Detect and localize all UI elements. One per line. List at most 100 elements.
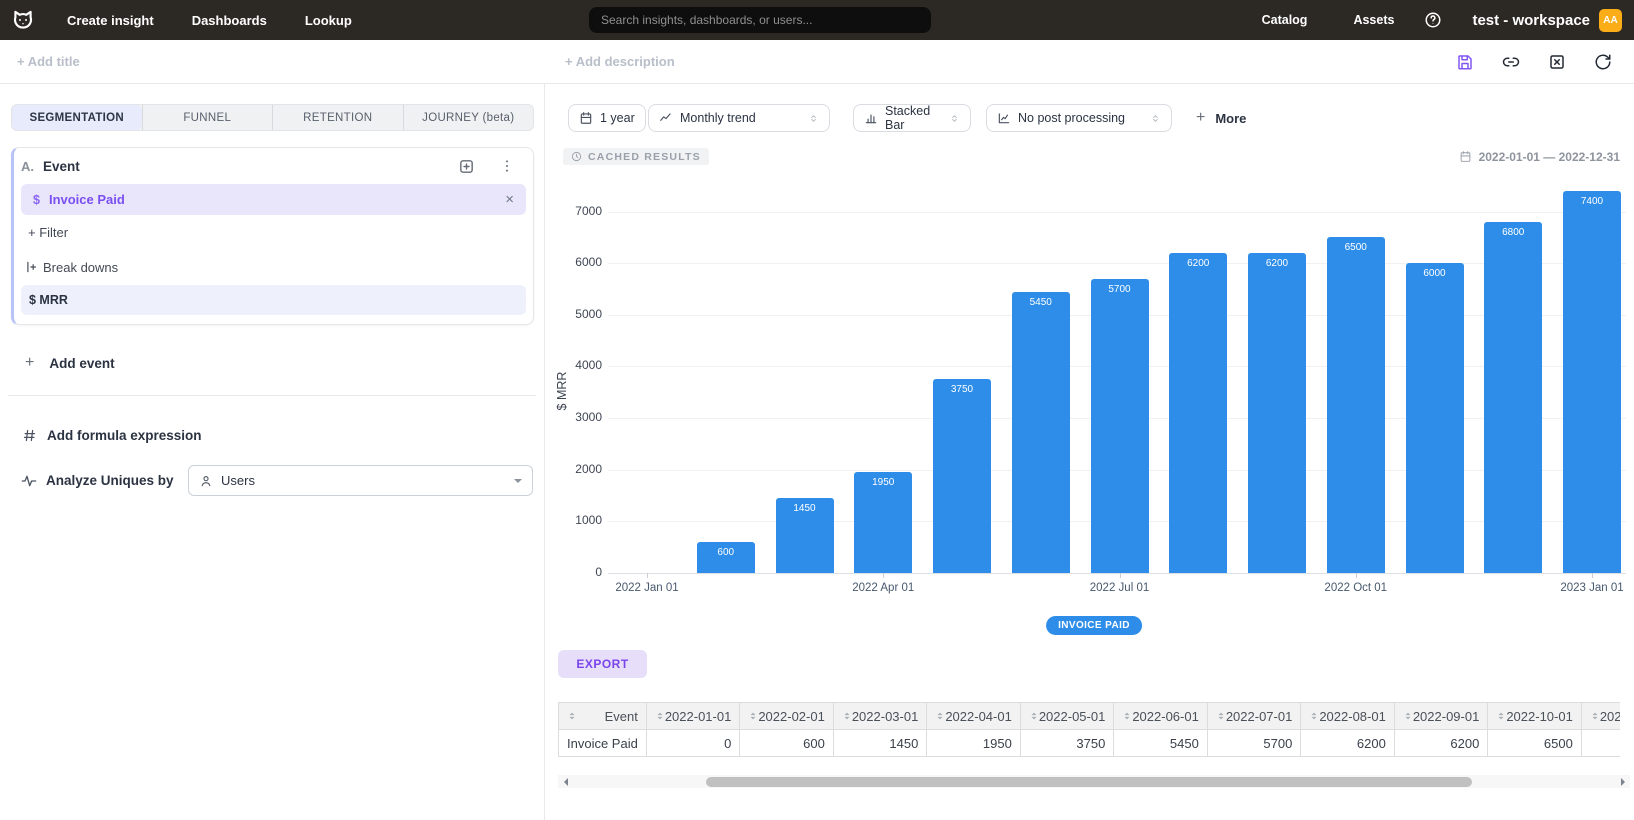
scrollbar-thumb[interactable] bbox=[706, 776, 1472, 787]
hash-icon bbox=[22, 428, 37, 443]
column-header-2022-09-01[interactable]: 2022-09-01 bbox=[1393, 702, 1489, 730]
column-header-2022-02-01[interactable]: 2022-02-01 bbox=[739, 702, 834, 730]
bar-value-label: 6000 bbox=[1423, 268, 1446, 280]
date-range-display[interactable]: 2022-01-01 — 2022-12-31 bbox=[1459, 148, 1620, 165]
tab-segmentation[interactable]: SEGMENTATION bbox=[12, 105, 142, 130]
nav-item-dashboards[interactable]: Dashboards bbox=[191, 12, 267, 28]
bar-2022-11-01[interactable] bbox=[1405, 263, 1464, 573]
bar-2022-12-01[interactable] bbox=[1484, 221, 1543, 573]
bar-2022-03-01[interactable] bbox=[775, 498, 834, 573]
sort-icon[interactable] bbox=[1122, 710, 1132, 722]
cached-results-label: CACHED RESULTS bbox=[588, 150, 701, 163]
cat-logo-icon[interactable] bbox=[10, 7, 36, 33]
search-input[interactable] bbox=[589, 7, 931, 33]
column-header-2022-06-01[interactable]: 2022-06-01 bbox=[1113, 702, 1208, 730]
sort-icon[interactable] bbox=[567, 710, 577, 722]
analyze-entity-select[interactable]: Users bbox=[188, 465, 533, 496]
nav-right: Catalog Assets test - workspace AA bbox=[1262, 0, 1622, 40]
x-tick-mark bbox=[883, 573, 885, 578]
post-processing-select[interactable]: No post processing bbox=[986, 104, 1172, 132]
sort-icon[interactable] bbox=[1590, 710, 1600, 722]
bar-2022-07-01[interactable] bbox=[1090, 278, 1149, 573]
scroll-left-arrow-icon[interactable] bbox=[558, 775, 572, 788]
sort-icon[interactable] bbox=[1496, 710, 1506, 722]
analyze-uniques-row: Analyze Uniques by bbox=[21, 465, 174, 496]
remove-event-icon[interactable]: × bbox=[505, 191, 514, 208]
tab-retention[interactable]: RETENTION bbox=[272, 105, 403, 130]
top-navigation: Create insight Dashboards Lookup Catalog A… bbox=[0, 0, 1634, 40]
y-tick-label: 1000 bbox=[575, 513, 602, 528]
cell-2022-05-01: 3750 bbox=[1019, 729, 1115, 757]
event-menu-icon[interactable] bbox=[499, 158, 515, 174]
sort-icon[interactable] bbox=[935, 710, 945, 722]
column-header-2022-10-01[interactable]: 2022-10-01 bbox=[1487, 702, 1582, 730]
sort-icon[interactable] bbox=[1216, 710, 1226, 722]
bar-2022-09-01[interactable] bbox=[1248, 252, 1306, 573]
bar-value-label: 1950 bbox=[872, 477, 895, 489]
save-icon[interactable] bbox=[1456, 53, 1474, 71]
duplicate-event-icon[interactable] bbox=[458, 158, 475, 175]
sort-icon[interactable] bbox=[655, 710, 665, 722]
horizontal-scrollbar[interactable] bbox=[558, 775, 1630, 788]
tab-journey-beta[interactable]: JOURNEY (beta) bbox=[402, 105, 534, 130]
analyze-entity-value: Users bbox=[221, 473, 255, 488]
column-label: Event bbox=[604, 708, 638, 724]
help-icon[interactable] bbox=[1424, 11, 1442, 29]
x-tick-label: 2022 Jul 01 bbox=[1089, 582, 1150, 594]
tab-funnel[interactable]: FUNNEL bbox=[141, 105, 273, 130]
bar-value-label: 5700 bbox=[1108, 283, 1131, 295]
add-title-button[interactable]: + Add title bbox=[17, 54, 80, 69]
chart-type-select[interactable]: Stacked Bar bbox=[853, 104, 971, 132]
column-label: 2022-03-01 bbox=[851, 708, 919, 724]
column-header-2022-04-01[interactable]: 2022-04-01 bbox=[926, 702, 1021, 730]
bar-value-label: 1450 bbox=[793, 503, 816, 515]
add-formula-button[interactable]: Add formula expression bbox=[22, 420, 202, 450]
y-tick-label: 3000 bbox=[575, 410, 602, 425]
sort-icon[interactable] bbox=[1403, 710, 1413, 722]
column-header-inner: 2022-05-01 bbox=[1029, 709, 1105, 724]
time-range-button[interactable]: 1 year bbox=[568, 104, 646, 132]
add-description-button[interactable]: + Add description bbox=[565, 54, 675, 69]
copy-link-icon[interactable] bbox=[1502, 53, 1520, 71]
bar-2022-06-01[interactable] bbox=[1011, 291, 1070, 573]
breakdowns-button[interactable]: Break downs bbox=[14, 249, 533, 285]
bar-2022-04-01[interactable] bbox=[854, 472, 913, 573]
sort-icon[interactable] bbox=[748, 710, 758, 722]
more-options-button[interactable]: + More bbox=[1196, 104, 1246, 132]
column-label: 2022-10-01 bbox=[1506, 708, 1573, 724]
bar-2022-08-01[interactable] bbox=[1169, 252, 1228, 573]
column-header-2022-05-01[interactable]: 2022-05-01 bbox=[1019, 702, 1115, 730]
sort-icon[interactable] bbox=[842, 710, 852, 722]
column-header-event[interactable]: Event bbox=[558, 702, 647, 730]
column-header-2022-03-01[interactable]: 2022-03-01 bbox=[832, 702, 928, 730]
nav-item-assets[interactable]: Assets bbox=[1353, 13, 1395, 27]
add-filter-button[interactable]: + Filter bbox=[28, 224, 69, 240]
nav-item-lookup[interactable]: Lookup bbox=[304, 12, 352, 28]
bar-2022-10-01[interactable] bbox=[1326, 237, 1385, 573]
bar-value-label: 5450 bbox=[1029, 296, 1052, 308]
close-square-icon[interactable] bbox=[1548, 53, 1566, 71]
column-header-2022-01-01[interactable]: 2022-01-01 bbox=[645, 702, 741, 730]
column-header-inner: 2022-11-01 bbox=[1590, 709, 1620, 724]
column-header-2022-08-01[interactable]: 2022-08-01 bbox=[1300, 702, 1395, 730]
nav-item-create-insight[interactable]: Create insight bbox=[67, 12, 154, 28]
breakdown-value-row[interactable]: $ MRR bbox=[21, 285, 526, 315]
add-event-button[interactable]: + Add event bbox=[25, 348, 115, 378]
scroll-right-arrow-icon[interactable] bbox=[1616, 775, 1630, 788]
column-header-2022-11-01[interactable]: 2022-11-01 bbox=[1580, 702, 1620, 730]
sort-icon[interactable] bbox=[1029, 710, 1039, 722]
export-button[interactable]: EXPORT bbox=[558, 650, 647, 678]
selected-event-row[interactable]: $ Invoice Paid × bbox=[21, 184, 526, 215]
avatar[interactable]: AA bbox=[1599, 8, 1622, 32]
column-header-2022-07-01[interactable]: 2022-07-01 bbox=[1206, 702, 1302, 730]
legend-item-invoice-paid[interactable]: INVOICE PAID bbox=[1046, 616, 1142, 635]
refresh-icon[interactable] bbox=[1594, 53, 1612, 71]
bar-2023-01-01[interactable] bbox=[1563, 190, 1621, 573]
nav-item-catalog[interactable]: Catalog bbox=[1261, 13, 1308, 27]
trend-type-select[interactable]: Monthly trend bbox=[648, 104, 830, 132]
bar-2022-02-01[interactable] bbox=[696, 542, 755, 573]
sort-icon[interactable] bbox=[1309, 710, 1319, 722]
workspace-name[interactable]: test - workspace bbox=[1472, 11, 1590, 29]
column-label: 2022-04-01 bbox=[945, 708, 1012, 724]
bar-2022-05-01[interactable] bbox=[933, 379, 991, 573]
